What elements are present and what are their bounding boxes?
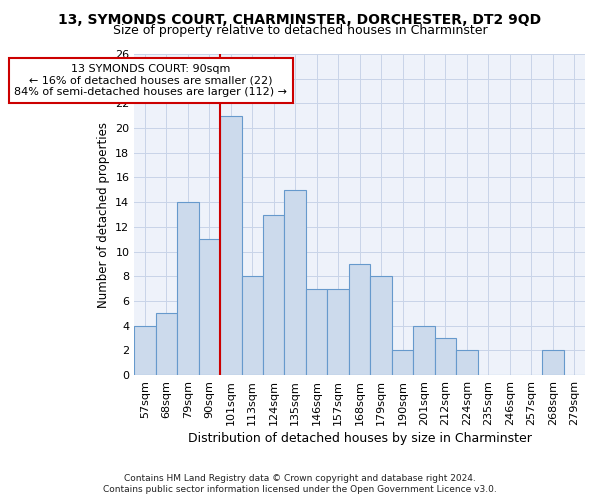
X-axis label: Distribution of detached houses by size in Charminster: Distribution of detached houses by size … bbox=[188, 432, 532, 445]
Bar bbox=[220, 116, 242, 375]
Bar bbox=[370, 276, 392, 375]
Bar bbox=[542, 350, 563, 375]
Text: 13, SYMONDS COURT, CHARMINSTER, DORCHESTER, DT2 9QD: 13, SYMONDS COURT, CHARMINSTER, DORCHEST… bbox=[58, 12, 542, 26]
Bar bbox=[328, 288, 349, 375]
Bar bbox=[263, 214, 284, 375]
Bar bbox=[199, 239, 220, 375]
Text: Contains HM Land Registry data © Crown copyright and database right 2024.
Contai: Contains HM Land Registry data © Crown c… bbox=[103, 474, 497, 494]
Bar bbox=[306, 288, 328, 375]
Y-axis label: Number of detached properties: Number of detached properties bbox=[97, 122, 110, 308]
Bar bbox=[392, 350, 413, 375]
Bar bbox=[155, 314, 177, 375]
Bar bbox=[456, 350, 478, 375]
Bar bbox=[134, 326, 155, 375]
Bar bbox=[284, 190, 306, 375]
Bar bbox=[413, 326, 435, 375]
Bar bbox=[435, 338, 456, 375]
Bar bbox=[177, 202, 199, 375]
Bar bbox=[242, 276, 263, 375]
Text: Size of property relative to detached houses in Charminster: Size of property relative to detached ho… bbox=[113, 24, 487, 37]
Text: 13 SYMONDS COURT: 90sqm
← 16% of detached houses are smaller (22)
84% of semi-de: 13 SYMONDS COURT: 90sqm ← 16% of detache… bbox=[14, 64, 287, 97]
Bar bbox=[349, 264, 370, 375]
